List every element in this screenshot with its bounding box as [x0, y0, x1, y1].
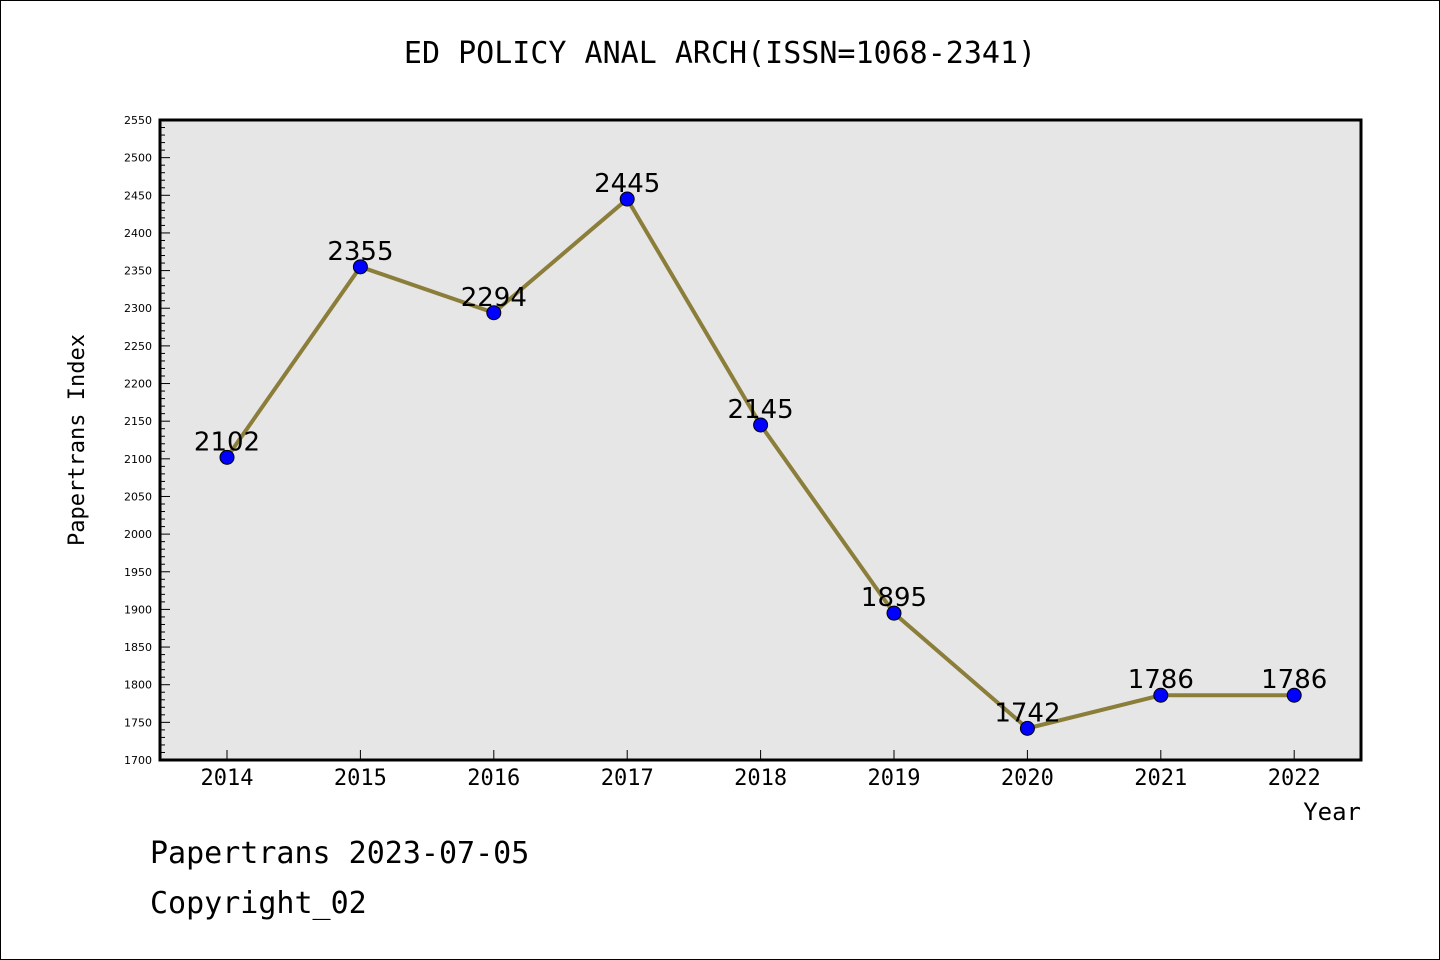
y-tick-label: 2350 [124, 265, 152, 278]
y-tick-label: 1900 [124, 603, 152, 616]
data-point [1153, 687, 1169, 703]
y-tick-label: 2400 [124, 227, 152, 240]
data-label: 2445 [594, 169, 660, 199]
data-point [1286, 687, 1302, 703]
x-tick-label: 2019 [868, 766, 921, 791]
data-label: 1742 [994, 698, 1060, 728]
y-tick-label: 2300 [124, 302, 152, 315]
y-tick-label: 1850 [124, 641, 152, 654]
plot-area [160, 120, 1361, 760]
data-label: 2294 [461, 283, 527, 313]
data-label: 2102 [194, 427, 260, 457]
y-tick-label: 2000 [124, 528, 152, 541]
x-tick-label: 2017 [601, 766, 654, 791]
data-point [886, 605, 902, 621]
x-tick-label: 2015 [334, 766, 387, 791]
y-tick-label: 2500 [124, 152, 152, 165]
data-point [352, 259, 368, 275]
y-tick-label: 2550 [124, 114, 152, 127]
y-tick-label: 2450 [124, 189, 152, 202]
y-tick-label: 1700 [124, 754, 152, 767]
x-tick-label: 2021 [1134, 766, 1187, 791]
x-tick-label: 2022 [1268, 766, 1321, 791]
data-label: 2355 [327, 237, 393, 267]
data-point [619, 191, 635, 207]
data-point [219, 449, 235, 465]
data-label: 1895 [861, 583, 927, 613]
x-tick-label: 2014 [201, 766, 254, 791]
data-label: 2145 [728, 395, 794, 425]
footer-copyright: Copyright_02 [150, 886, 367, 921]
y-tick-label: 1950 [124, 566, 152, 579]
data-point [1019, 720, 1035, 736]
data-point [486, 305, 502, 321]
y-tick-label: 2250 [124, 340, 152, 353]
x-tick-label: 2018 [734, 766, 787, 791]
footer-date: Papertrans 2023-07-05 [150, 836, 530, 871]
y-tick-label: 1750 [124, 716, 152, 729]
x-axis-label: Year [1303, 798, 1361, 826]
data-label: 1786 [1128, 665, 1194, 695]
x-tick-label: 2020 [1001, 766, 1054, 791]
y-tick-label: 2100 [124, 453, 152, 466]
y-tick-label: 2150 [124, 415, 152, 428]
data-point [753, 417, 769, 433]
y-tick-label: 1800 [124, 679, 152, 692]
chart-title: ED POLICY ANAL ARCH(ISSN=1068-2341) [403, 36, 1037, 71]
y-tick-label: 2050 [124, 490, 152, 503]
data-label: 1786 [1261, 665, 1327, 695]
plot-border [158, 118, 1363, 762]
y-tick-label: 2200 [124, 378, 152, 391]
y-axis-label: Papertrans Index [65, 334, 90, 546]
x-tick-label: 2016 [467, 766, 520, 791]
